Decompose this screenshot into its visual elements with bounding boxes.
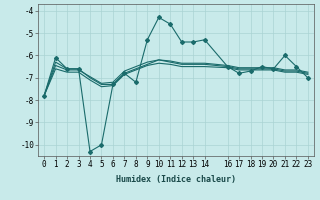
X-axis label: Humidex (Indice chaleur): Humidex (Indice chaleur) xyxy=(116,175,236,184)
